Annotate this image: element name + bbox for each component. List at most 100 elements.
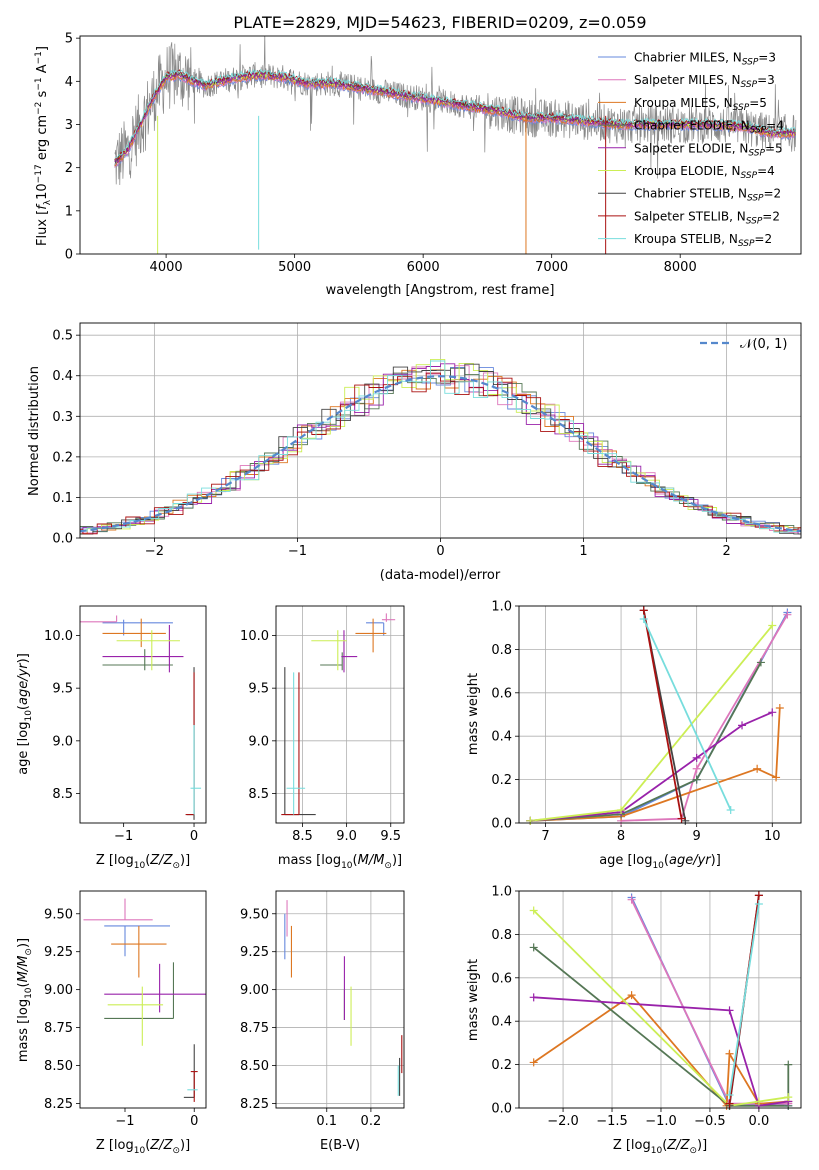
weights_vs_Z-ytick-label: 0.6 bbox=[491, 971, 512, 986]
mass_vs_ebv-xtick-label: 0.2 bbox=[361, 1114, 382, 1129]
legend-label: Chabrier MILES, NSSP=3 bbox=[634, 51, 776, 68]
weight-point-marker bbox=[529, 1058, 538, 1067]
axes-frame bbox=[79, 605, 207, 824]
weight-point-marker bbox=[753, 764, 762, 773]
weights_vs_age-ytick-label: 0.8 bbox=[491, 643, 512, 658]
mass_vs_Z-ytick-label: 8.75 bbox=[44, 1021, 73, 1036]
spectrum-xtick-label: 6000 bbox=[407, 260, 440, 275]
mass_vs_Z-plot-area bbox=[83, 898, 206, 1102]
legend-label: Chabrier ELODIE, NSSP=4 bbox=[634, 119, 784, 136]
weight-series-line bbox=[533, 996, 789, 1107]
weights_vs_Z-plot-area bbox=[533, 895, 790, 1108]
errorbar-point bbox=[107, 986, 164, 1046]
legend-label: Salpeter ELODIE, NSSP=5 bbox=[634, 141, 783, 158]
weight-point-marker bbox=[775, 703, 784, 712]
weights-vs-Z-xlabel: Z [log10(Z/Z⊙)] bbox=[613, 1138, 707, 1156]
age_vs_mass-ytick-label: 9.5 bbox=[248, 682, 269, 697]
spectrum-xtick-label: 4000 bbox=[150, 260, 183, 275]
spectrum-ytick-label: 1 bbox=[65, 204, 73, 219]
spectrum-ytick-label: 2 bbox=[65, 161, 73, 176]
normal-reference-curve bbox=[80, 375, 801, 533]
weight-point-marker bbox=[692, 753, 701, 762]
errorbar-point bbox=[186, 667, 195, 820]
weight-point-marker bbox=[526, 816, 535, 825]
weight-point-marker bbox=[784, 1060, 793, 1069]
errorbar-point bbox=[104, 962, 175, 1020]
residual-histogram-series bbox=[80, 367, 801, 533]
errorbar-point bbox=[102, 624, 184, 673]
age_vs_mass-ytick-label: 10.0 bbox=[240, 629, 269, 644]
residuals-xtick-label: 2 bbox=[722, 544, 730, 559]
spectrum-model-line bbox=[114, 68, 796, 159]
legend-label: Salpeter MILES, NSSP=3 bbox=[634, 73, 775, 90]
spectrum-ytick-label: 0 bbox=[65, 248, 73, 263]
legend-label: Salpeter STELIB, NSSP=2 bbox=[634, 209, 780, 226]
spectrum-legend: Chabrier MILES, NSSP=3 Salpeter MILES, NS… bbox=[598, 51, 784, 249]
residuals-xtick-label: 1 bbox=[579, 544, 587, 559]
mass_vs_Z-xtick-label: −1 bbox=[115, 1114, 134, 1129]
weights_vs_Z-ytick-label: 0.2 bbox=[491, 1058, 512, 1073]
mass_vs_ebv-xtick-label: 0.1 bbox=[316, 1114, 337, 1129]
weights_vs_age-ytick-label: 0.0 bbox=[491, 817, 512, 832]
spectrum-ytick-label: 3 bbox=[65, 118, 73, 133]
spectrum-axes: 4000 5000 6000 7000 8000 0 1 2 3 4 5 bbox=[65, 32, 802, 275]
mass_vs_Z-ytick-label: 9.00 bbox=[44, 983, 73, 998]
weight-series-line bbox=[530, 661, 762, 822]
weight-point-marker bbox=[529, 943, 538, 952]
spectrum-model-line bbox=[114, 69, 796, 160]
weights_vs_Z-xtick-label: −2.0 bbox=[547, 1114, 579, 1129]
mass_vs_Z-ytick-label: 8.25 bbox=[44, 1097, 73, 1112]
weight-point-marker bbox=[725, 1099, 734, 1108]
weight-point-marker bbox=[726, 805, 735, 814]
axes-frame bbox=[518, 890, 802, 1109]
weights-vs-age-xlabel: age [log10(age/yr)] bbox=[599, 853, 721, 871]
mass_vs_ebv-ytick-label: 8.50 bbox=[240, 1059, 269, 1074]
mass_vs_ebv-ytick-label: 8.25 bbox=[240, 1097, 269, 1112]
weight-point-marker bbox=[738, 721, 747, 730]
weight-point-marker bbox=[768, 708, 777, 717]
axes-frame bbox=[275, 605, 405, 824]
errorbar-point bbox=[80, 615, 118, 623]
mass_vs_ebv-ytick-label: 9.00 bbox=[240, 983, 269, 998]
weights_vs_Z-xtick-label: −0.5 bbox=[694, 1114, 726, 1129]
weight-series-line bbox=[533, 909, 789, 1107]
weight-point-marker bbox=[756, 658, 765, 667]
errorbar-point bbox=[355, 618, 387, 653]
weights_vs_age-ytick-label: 0.4 bbox=[491, 730, 512, 745]
errorbar-point bbox=[102, 649, 173, 671]
weight-series-line bbox=[728, 903, 760, 1096]
residual-histogram-series bbox=[80, 363, 801, 535]
weights_vs_age-xtick-label: 8 bbox=[617, 829, 625, 844]
weight-point-marker bbox=[677, 814, 686, 823]
spectrum-xtick-label: 7000 bbox=[535, 260, 568, 275]
weights-vs-Z-ylabel: mass weight bbox=[466, 959, 481, 1041]
age_vs_mass-axes: 8.5 9.0 9.5 8.5 9.0 9.5 10.0 bbox=[240, 605, 405, 844]
errorbar-point bbox=[190, 1071, 198, 1102]
mass_vs_Z-ytick-label: 9.25 bbox=[44, 945, 73, 960]
spectrum-ytick-label: 4 bbox=[65, 75, 73, 90]
residuals-ytick-label: 0.0 bbox=[52, 532, 73, 547]
age_vs_Z-ytick-label: 10.0 bbox=[44, 629, 73, 644]
axes-frame bbox=[79, 35, 802, 255]
weight-point-marker bbox=[627, 895, 636, 904]
weight-series-line bbox=[642, 610, 683, 819]
age_vs_mass-xtick-label: 8.5 bbox=[292, 829, 313, 844]
mass-vs-Z-ylabel: mass [log10(M/M⊙)] bbox=[16, 938, 34, 1062]
legend-label: Kroupa STELIB, NSSP=2 bbox=[634, 232, 772, 249]
legend-label: Kroupa ELODIE, NSSP=4 bbox=[634, 164, 775, 181]
weight-series-line bbox=[530, 711, 773, 822]
residuals-ytick-label: 0.2 bbox=[52, 450, 73, 465]
weights_vs_Z-ytick-label: 0.8 bbox=[491, 928, 512, 943]
weights_vs_Z-xtick-label: −1.5 bbox=[596, 1114, 628, 1129]
mass_vs_ebv-ytick-label: 9.50 bbox=[240, 907, 269, 922]
weights_vs_age-ytick-label: 0.2 bbox=[491, 773, 512, 788]
age_vs_Z-plot-area bbox=[80, 615, 202, 820]
age_vs_Z-axes: −1 0 8.5 9.0 9.5 10.0 bbox=[44, 605, 207, 844]
age-vs-Z-xlabel: Z [log10(Z/Z⊙)] bbox=[96, 853, 190, 871]
weights_vs_Z-ytick-label: 1.0 bbox=[491, 885, 512, 900]
residuals-xtick-label: −2 bbox=[145, 544, 164, 559]
weight-series-line bbox=[530, 612, 789, 822]
weight-series-line bbox=[621, 614, 789, 822]
mass_vs_Z-xtick-label: 0 bbox=[190, 1114, 198, 1129]
mass_vs_ebv-axes: 0.1 0.2 8.25 8.50 8.75 9.00 9.25 9.50 bbox=[240, 890, 405, 1129]
